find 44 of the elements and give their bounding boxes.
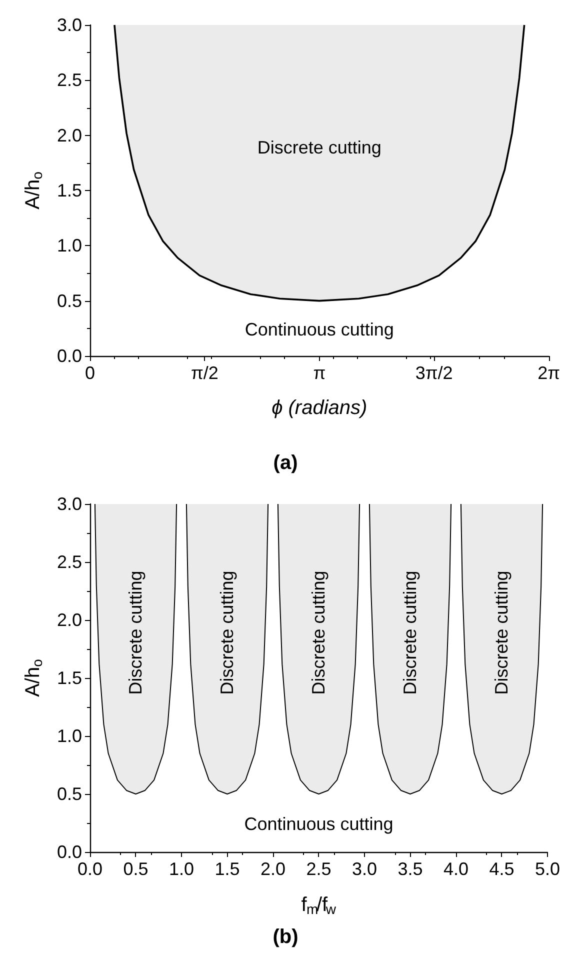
x-tick-label: 0.0 — [77, 859, 103, 879]
x-tick-label: 3.0 — [352, 859, 378, 879]
x-tick-label: 3π/2 — [415, 363, 453, 383]
x-tick-label: 2.5 — [306, 859, 332, 879]
x-tick-label: 1.5 — [214, 859, 240, 879]
line-series — [114, 24, 526, 302]
y-tick-label: 0.5 — [56, 290, 82, 311]
text: (a) — [273, 452, 298, 474]
y-tick-label: 2.0 — [56, 125, 82, 146]
x-tick-label: 2.0 — [260, 859, 286, 879]
annotation: Discrete cutting — [257, 137, 382, 158]
x-tick-label: 5.0 — [534, 859, 560, 879]
y-tick-label: 2.5 — [56, 70, 82, 90]
x-tick-label: 4.0 — [443, 859, 469, 879]
y-axis-title: A/ho — [22, 171, 45, 210]
x-tick-label: 0.5 — [123, 859, 148, 879]
y-tick-label: 1.0 — [56, 726, 82, 746]
y-tick-label: 0.0 — [56, 346, 82, 366]
y-tick-label: 0.5 — [56, 784, 82, 804]
y-tick-label: 3.0 — [56, 15, 82, 35]
x-tick-label: 3.5 — [398, 859, 423, 879]
y-tick-label: 0.0 — [56, 842, 82, 862]
y-tick-label: 1.5 — [56, 668, 82, 688]
y-tick-label: 1.5 — [56, 180, 82, 200]
y-tick-label: 3.0 — [56, 494, 82, 514]
x-tick-label: 2π — [538, 363, 560, 383]
annotation: Discrete cutting — [308, 570, 329, 695]
y-tick-label: 2.0 — [56, 610, 82, 630]
annotation: Continuous cutting — [244, 814, 394, 834]
x-tick-label: 4.5 — [489, 859, 514, 879]
x-tick-label: 1.0 — [168, 859, 194, 879]
x-axis-title: ϕ (radians) — [272, 397, 368, 419]
annotation: Discrete cutting — [126, 570, 146, 695]
x-tick-label: π — [313, 363, 326, 383]
x-tick-label: π/2 — [190, 363, 218, 383]
annotation: Discrete cutting — [492, 570, 512, 695]
y-tick-label: 1.0 — [56, 236, 82, 256]
annotation: Discrete cutting — [400, 570, 420, 695]
y-axis-title: A/ho — [22, 658, 45, 697]
annotation: Discrete cutting — [217, 570, 238, 695]
x-tick-label: 0 — [84, 363, 96, 383]
text: (b) — [272, 926, 298, 948]
annotation: Continuous cutting — [244, 320, 394, 340]
y-tick-label: 2.5 — [56, 552, 82, 572]
